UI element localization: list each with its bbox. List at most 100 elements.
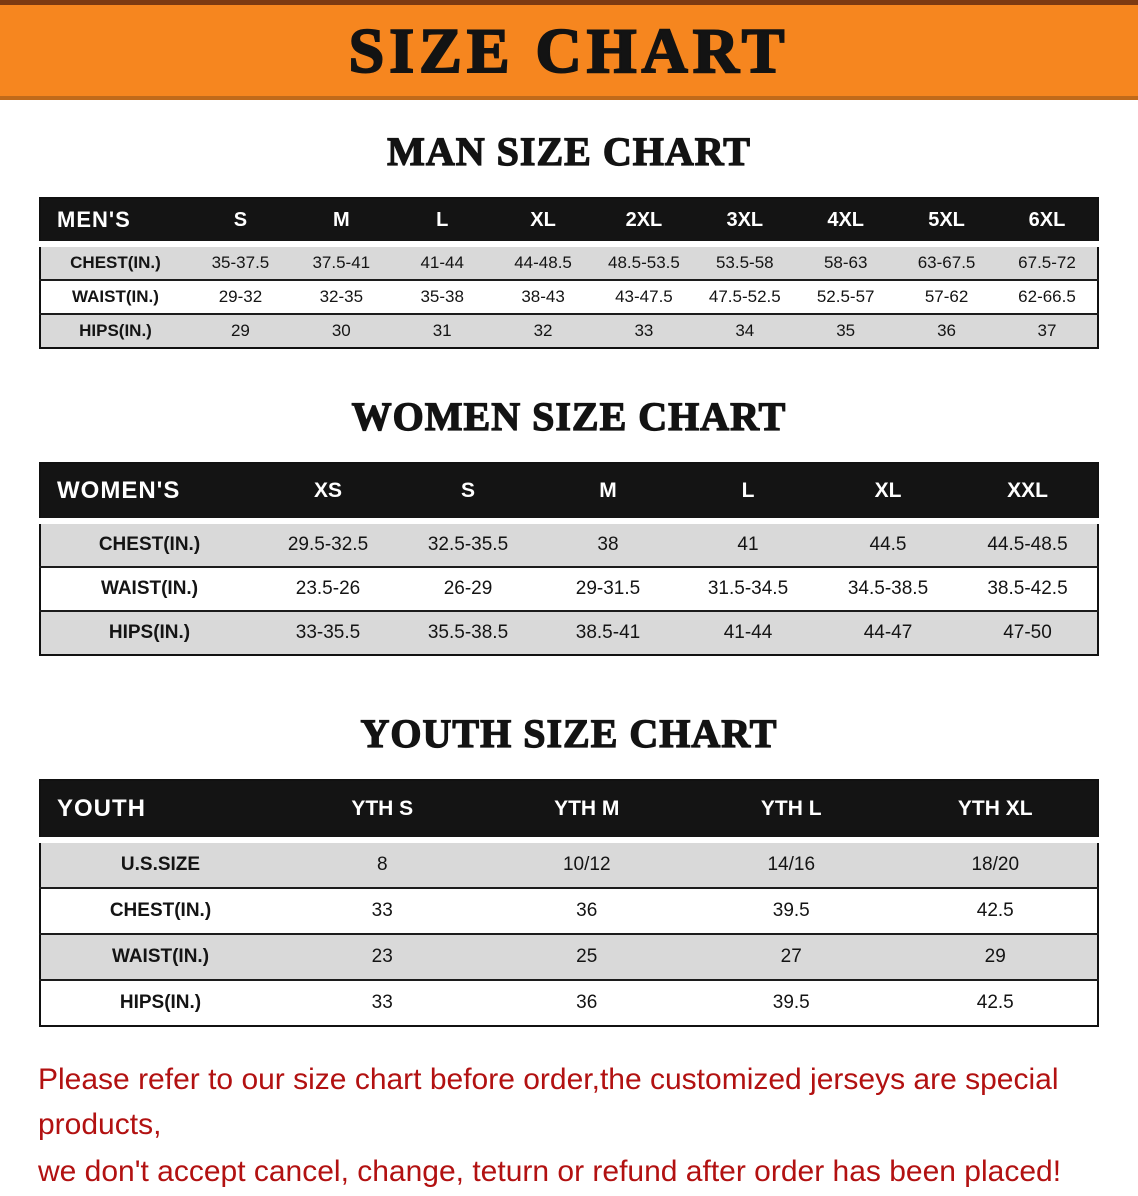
size-value: 58-63 <box>795 243 897 280</box>
measurement-row: CHEST(IN.) 29.5-32.5 32.5-35.5 38 41 44.5 44.5… <box>40 520 1098 567</box>
table-header-row: WOMEN'S XS S M L XL XXL <box>40 463 1098 524</box>
table-header-row: YOUTH YTH S YTH M YTH L YTH XL <box>40 780 1098 843</box>
measurement-label: HIPS(IN.) <box>40 313 190 348</box>
size-value: 52.5-57 <box>795 279 897 314</box>
size-value: 38.5-42.5 <box>958 566 1098 611</box>
measurement-label: U.S.SIZE <box>40 839 280 888</box>
size-value: 37.5-41 <box>290 243 392 280</box>
disclaimer-note: Please refer to our size chart before or… <box>38 1057 1100 1194</box>
size-column-header: YTH XL <box>893 780 1098 843</box>
size-value: 23 <box>280 933 485 980</box>
women-size-table: WOMEN'S XS S M L XL XXL CHEST(IN.) 29.5-32.5 32.5… <box>39 462 1099 656</box>
size-value: 44-48.5 <box>492 243 594 280</box>
size-column-header: S <box>190 198 291 247</box>
measurement-row: WAIST(IN.) 23 25 27 29 <box>40 933 1098 980</box>
measurement-label: WAIST(IN.) <box>40 933 280 980</box>
measurement-label: CHEST(IN.) <box>40 520 258 567</box>
banner: SIZE CHART <box>0 0 1138 100</box>
size-value: 34 <box>694 313 796 348</box>
size-value: 29 <box>190 313 291 348</box>
measurement-label: WAIST(IN.) <box>40 566 258 611</box>
size-value: 33-35.5 <box>258 610 398 655</box>
size-column-header: 3XL <box>694 198 796 247</box>
measurement-row: CHEST(IN.) 33 36 39.5 42.5 <box>40 887 1098 934</box>
size-value: 36 <box>484 887 689 934</box>
size-value: 32.5-35.5 <box>398 520 538 567</box>
size-value: 26-29 <box>398 566 538 611</box>
size-value: 48.5-53.5 <box>593 243 695 280</box>
size-value: 29.5-32.5 <box>258 520 398 567</box>
size-value: 8 <box>280 839 485 888</box>
size-value: 14/16 <box>689 839 894 888</box>
size-column-header: 6XL <box>997 198 1098 247</box>
men-size-section: MAN SIZE CHART MEN'S S M L XL 2XL 3XL 4XL 5XL 6XL… <box>0 128 1138 349</box>
size-value: 35.5-38.5 <box>398 610 538 655</box>
youth-section-heading: YOUTH SIZE CHART <box>360 710 778 756</box>
size-value: 36 <box>896 313 997 348</box>
size-value: 67.5-72 <box>997 243 1098 280</box>
table-corner-label: MEN'S <box>40 198 190 247</box>
size-column-header: M <box>290 198 392 247</box>
measurement-row: HIPS(IN.) 33-35.5 35.5-38.5 38.5-41 41-44 44-… <box>40 610 1098 655</box>
youth-size-section: YOUTH SIZE CHART YOUTH YTH S YTH M YTH L YTH… <box>0 710 1138 1027</box>
disclaimer-line-1: Please refer to our size chart before or… <box>38 1063 1059 1141</box>
size-value: 57-62 <box>896 279 997 314</box>
size-value: 29-32 <box>190 279 291 314</box>
size-value: 39.5 <box>689 887 894 934</box>
size-value: 44-47 <box>818 610 958 655</box>
size-value: 31.5-34.5 <box>678 566 818 611</box>
size-value: 42.5 <box>893 887 1098 934</box>
size-column-header: YTH M <box>484 780 689 843</box>
size-column-header: M <box>538 463 678 524</box>
size-column-header: 5XL <box>896 198 997 247</box>
size-value: 27 <box>689 933 894 980</box>
size-value: 34.5-38.5 <box>818 566 958 611</box>
measurement-label: HIPS(IN.) <box>40 979 280 1026</box>
size-value: 33 <box>593 313 695 348</box>
size-value: 47-50 <box>958 610 1098 655</box>
page-title: SIZE CHART <box>348 14 790 87</box>
size-value: 31 <box>391 313 493 348</box>
size-column-header: S <box>398 463 538 524</box>
size-value: 44.5 <box>818 520 958 567</box>
size-value: 37 <box>997 313 1098 348</box>
size-column-header: XL <box>818 463 958 524</box>
size-value: 32-35 <box>290 279 392 314</box>
size-value: 63-67.5 <box>896 243 997 280</box>
size-value: 18/20 <box>893 839 1098 888</box>
size-value: 35-37.5 <box>190 243 291 280</box>
size-value: 47.5-52.5 <box>694 279 796 314</box>
measurement-row: WAIST(IN.) 29-32 32-35 35-38 38-43 43-47.5 47.… <box>40 279 1098 314</box>
disclaimer-line-2: we don't accept cancel, change, teturn o… <box>38 1155 1062 1188</box>
size-column-header: 2XL <box>593 198 695 247</box>
size-value: 33 <box>280 979 485 1026</box>
men-size-table: MEN'S S M L XL 2XL 3XL 4XL 5XL 6XL CHEST(IN.) 35-37… <box>39 197 1099 349</box>
size-value: 33 <box>280 887 485 934</box>
size-value: 29 <box>893 933 1098 980</box>
youth-size-table: YOUTH YTH S YTH M YTH L YTH XL U.S.SIZE 8 10/12… <box>39 779 1099 1027</box>
measurement-row: CHEST(IN.) 35-37.5 37.5-41 41-44 44-48.5 48.5… <box>40 243 1098 280</box>
size-value: 38 <box>538 520 678 567</box>
size-value: 38.5-41 <box>538 610 678 655</box>
size-column-header: XS <box>258 463 398 524</box>
size-value: 23.5-26 <box>258 566 398 611</box>
size-value: 35 <box>795 313 897 348</box>
size-column-header: L <box>678 463 818 524</box>
size-column-header: 4XL <box>795 198 897 247</box>
size-column-header: YTH L <box>689 780 894 843</box>
men-section-heading: MAN SIZE CHART <box>386 128 751 174</box>
size-value: 30 <box>290 313 392 348</box>
measurement-row: HIPS(IN.) 29 30 31 32 33 34 35 36 37 <box>40 313 1098 348</box>
size-column-header: L <box>391 198 493 247</box>
size-value: 36 <box>484 979 689 1026</box>
size-value: 29-31.5 <box>538 566 678 611</box>
measurement-row: WAIST(IN.) 23.5-26 26-29 29-31.5 31.5-34.5 34… <box>40 566 1098 611</box>
size-value: 39.5 <box>689 979 894 1026</box>
size-value: 35-38 <box>391 279 493 314</box>
table-corner-label: WOMEN'S <box>40 463 258 524</box>
size-value: 62-66.5 <box>997 279 1098 314</box>
size-column-header: YTH S <box>280 780 485 843</box>
size-column-header: XXL <box>958 463 1098 524</box>
women-section-heading: WOMEN SIZE CHART <box>351 393 787 439</box>
